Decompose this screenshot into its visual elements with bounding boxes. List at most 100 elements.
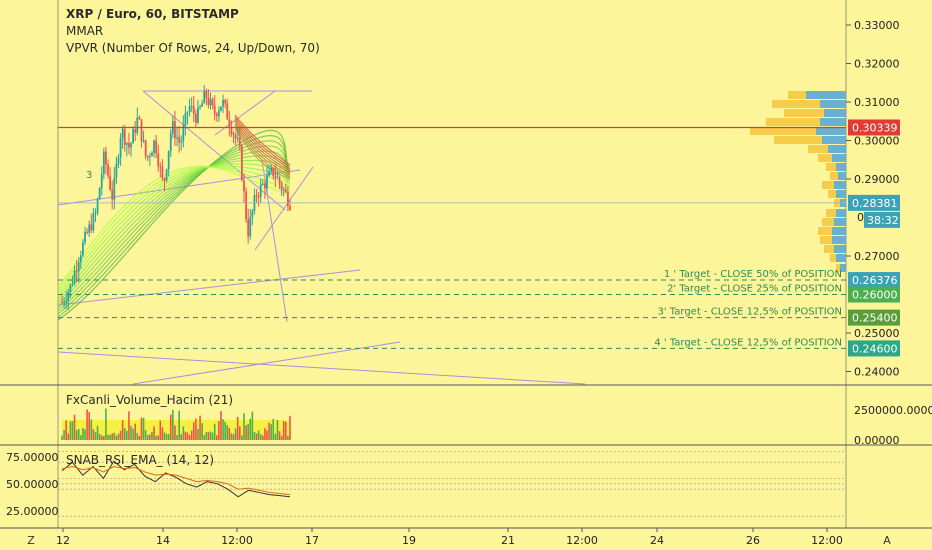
volume-bar (236, 416, 239, 440)
price-tick-label: 0.27000 (854, 250, 900, 263)
volume-bar (234, 428, 237, 440)
volume-bar (103, 435, 105, 440)
auto-scale-button: A (883, 534, 891, 547)
candle-body (192, 106, 195, 114)
time-tick-label: 12:00 (566, 534, 598, 547)
candle-body (167, 150, 170, 170)
volume-bar (195, 418, 197, 440)
candle-body (201, 103, 204, 107)
vpvr-bar-volume (830, 254, 836, 262)
symbol-title[interactable]: XRP / Euro, 60, BITSTAMP (66, 7, 239, 21)
volume-bar (203, 435, 206, 440)
target-badge-3 (848, 309, 900, 326)
mmar-ribbon-line (57, 135, 291, 318)
candle-body (63, 302, 65, 304)
volume-bar (69, 421, 72, 440)
volume-bar (268, 422, 270, 440)
rsi-legend[interactable]: SNAB_RSI_EMA_ (14, 12) (66, 453, 215, 467)
volume-bar (159, 420, 162, 440)
candle-body (65, 301, 68, 303)
volume-bar (65, 420, 67, 440)
candle-body (222, 100, 224, 107)
volume-bar (105, 408, 107, 440)
candle-body (280, 183, 283, 190)
volume-bar (243, 413, 245, 440)
rsi-ema-line (61, 465, 291, 496)
indicator-mmar[interactable]: MMAR (66, 24, 104, 38)
volume-bar (149, 434, 151, 440)
candle-body (207, 97, 210, 105)
volume-bar (151, 431, 153, 440)
volume-bar (287, 435, 289, 440)
volume-bar (232, 434, 235, 440)
vpvr-bar-up (832, 227, 846, 235)
vpvr-bar-up (820, 118, 846, 126)
vpvr-bar-up (836, 163, 846, 171)
volume-bar (228, 427, 231, 440)
candle-body (123, 128, 126, 145)
volume-bar (73, 414, 76, 440)
volume-bar (176, 434, 178, 440)
candle-body (257, 196, 260, 198)
volume-bar (226, 425, 229, 440)
candle-body (224, 100, 227, 104)
volume-bar (274, 433, 277, 440)
volume-bar (126, 430, 128, 440)
volume-bar (138, 435, 141, 440)
volume-bar (119, 430, 122, 440)
volume-bar (249, 418, 252, 440)
volume-bar (190, 430, 193, 440)
candle-body (146, 155, 149, 157)
volume-bar (80, 435, 82, 440)
candle-body (132, 129, 135, 144)
candle-body (113, 177, 116, 200)
volume-bar (285, 421, 287, 440)
volume-bar (272, 418, 275, 440)
vpvr-bar-volume (826, 209, 836, 217)
time-tick-label: 26 (746, 534, 760, 547)
candle-body (188, 106, 191, 113)
mmar-ribbon-line (57, 129, 291, 321)
time-tick-label: 12:00 (221, 534, 253, 547)
volume-bar (84, 429, 86, 440)
time-tick-label: 14 (156, 534, 170, 547)
candle-body (121, 128, 124, 138)
volume-bar (289, 415, 291, 440)
rsi-line (61, 460, 291, 498)
candle-body (289, 206, 291, 210)
candle-body (128, 142, 130, 148)
candle-body (155, 140, 158, 154)
candle-body (92, 213, 95, 231)
volume-bar (134, 423, 137, 440)
vpvr-bar-volume (818, 154, 832, 162)
volume-bar (213, 423, 216, 440)
mmar-ribbon-red (234, 124, 291, 176)
candle-body (176, 137, 178, 139)
price-tick-label: 0.31000 (854, 96, 900, 109)
trendline-wedge (254, 166, 314, 251)
candle-body (84, 231, 86, 243)
trendline-bottom-rise (132, 341, 401, 385)
candle-body (268, 171, 270, 176)
volume-bar (123, 428, 126, 440)
volume-bar (182, 426, 185, 440)
volume-legend[interactable]: FxCanli_Volume_Hacim (21) (66, 393, 234, 407)
candle-body (100, 174, 103, 188)
candle-body (169, 133, 172, 151)
mmar-ribbon-line (57, 140, 291, 315)
volume-bar (180, 434, 183, 440)
candle-body (261, 183, 264, 185)
mmar-ribbon-red (234, 120, 291, 172)
vpvr-bar-up (836, 209, 846, 217)
candle-body (88, 224, 91, 233)
volume-bar (264, 428, 266, 440)
volume-bar (61, 435, 63, 440)
vpvr-bar-up (836, 254, 846, 262)
candle-body (67, 292, 70, 302)
rsi-tick-label: 75.00000 (6, 451, 59, 464)
candle-body (151, 152, 153, 157)
indicator-vpvr[interactable]: VPVR (Number Of Rows, 24, Up/Down, 70) (66, 41, 320, 55)
vpvr-bar-volume (826, 163, 836, 171)
